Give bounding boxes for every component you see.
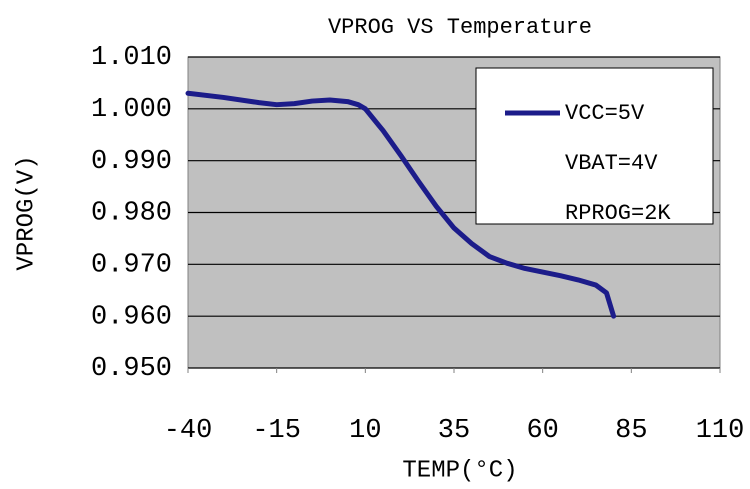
y-tick-label: 0.980 bbox=[91, 199, 172, 229]
x-tick-label: 60 bbox=[526, 416, 558, 446]
x-tick-label: 110 bbox=[696, 416, 745, 446]
x-axis-label: TEMP(°C) bbox=[402, 457, 517, 484]
x-tick-label: 35 bbox=[438, 416, 470, 446]
x-tick-label: 85 bbox=[615, 416, 647, 446]
legend-box bbox=[475, 67, 714, 225]
y-tick-label: 0.990 bbox=[91, 147, 172, 177]
x-tick-label: -40 bbox=[164, 416, 213, 446]
x-tick-label: -15 bbox=[252, 416, 301, 446]
legend-label: VCC=5V bbox=[565, 101, 645, 126]
annotation: VBAT=4V bbox=[565, 151, 658, 176]
y-axis-label: VPROG(V) bbox=[13, 155, 40, 270]
series-line bbox=[185, 90, 617, 319]
x-tick-label: 10 bbox=[349, 416, 381, 446]
y-tick-label: 1.000 bbox=[91, 95, 172, 125]
y-tick-label: 0.960 bbox=[91, 302, 172, 332]
y-tick-label: 0.970 bbox=[91, 250, 172, 280]
y-tick-label: 1.010 bbox=[91, 43, 172, 73]
y-tick-label: 0.950 bbox=[91, 354, 172, 384]
annotation: RPROG=2K bbox=[565, 201, 671, 226]
chart-title: VPROG VS Temperature bbox=[328, 15, 592, 40]
